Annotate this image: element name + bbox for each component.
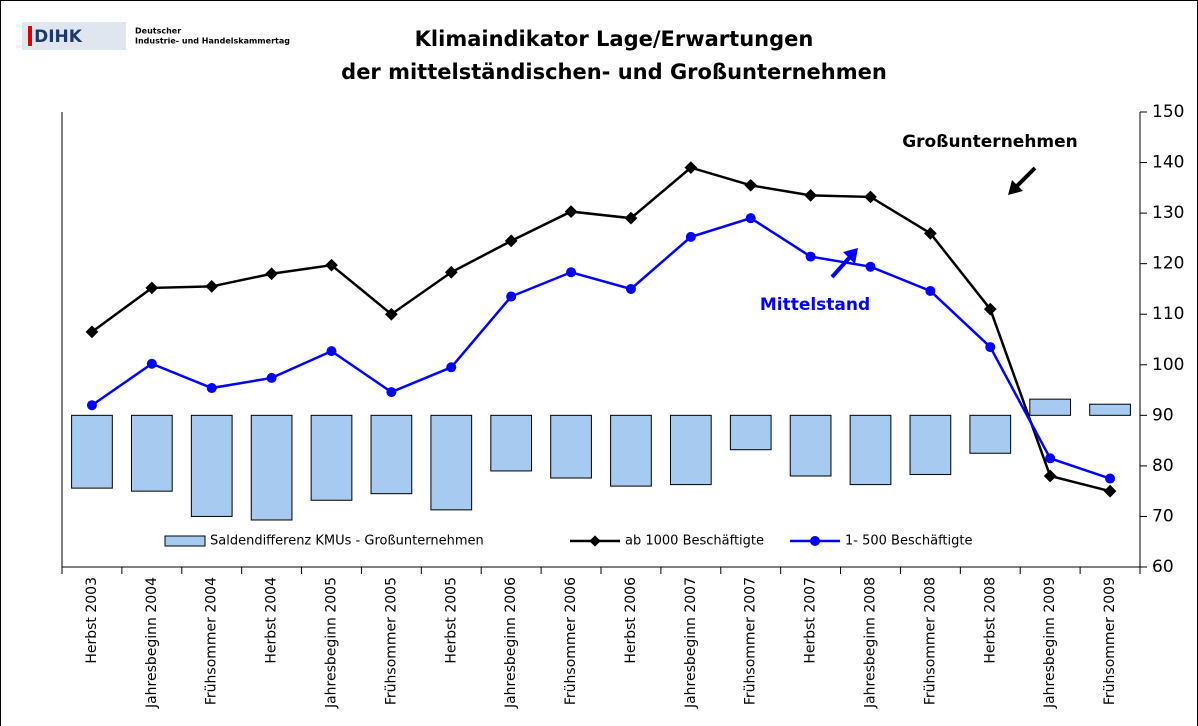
arrow: [830, 248, 858, 279]
marker: [745, 213, 756, 224]
marker: [1105, 473, 1116, 484]
marker: [146, 358, 157, 369]
x-tick-label: Herbst 2005: [443, 577, 459, 664]
chart-subtitle: der mittelständischen- und Großunternehm…: [341, 60, 887, 84]
bar: [310, 414, 353, 501]
y-tick-label: 70: [1152, 506, 1174, 526]
y-tick-label: 80: [1152, 456, 1174, 476]
x-tick-label: Jahresbeginn 2007: [683, 577, 699, 709]
bar: [729, 414, 772, 451]
marker: [145, 281, 159, 295]
marker: [85, 325, 99, 339]
marker: [805, 251, 816, 262]
y-tick-label: 140: [1152, 153, 1184, 173]
marker: [325, 258, 338, 272]
bar: [909, 414, 952, 475]
bar: [550, 414, 592, 479]
bar: [669, 414, 712, 486]
x-tick-label: Frühsommer 2007: [743, 577, 759, 705]
marker: [385, 307, 398, 321]
line: [91, 216, 1111, 480]
logo-line: Industrie- und Handelskammertag: [135, 37, 290, 46]
marker: [86, 400, 97, 411]
bar: [370, 414, 413, 495]
bar: [190, 414, 233, 517]
bar: [1089, 403, 1131, 416]
marker: [386, 387, 397, 398]
legend-marker: [810, 536, 820, 546]
legend-marker: [589, 535, 601, 547]
line: [91, 166, 1111, 493]
logo-line: Deutscher: [135, 27, 181, 36]
marker: [326, 346, 337, 357]
marker: [444, 265, 458, 279]
x-tick-label: Herbst 2008: [982, 577, 998, 664]
x-tick-label: Frühsommer 2006: [563, 577, 579, 705]
marker: [205, 280, 219, 293]
arrow: [1008, 166, 1037, 195]
x-tick-label: Frühsommer 2009: [1102, 577, 1118, 705]
marker: [865, 261, 876, 272]
bar: [789, 414, 832, 477]
bar: [1029, 398, 1072, 416]
marker: [985, 342, 996, 353]
x-tick-label: Jahresbeginn 2005: [324, 577, 340, 709]
marker: [206, 383, 217, 394]
marker: [566, 267, 577, 278]
annotation: Mittelstand: [760, 295, 870, 315]
marker: [925, 285, 936, 296]
legend-label: Saldendifferenz KMUs - Großunternehmen: [210, 534, 484, 549]
marker: [685, 231, 696, 242]
x-tick-label: Herbst 2006: [623, 577, 639, 664]
y-tick-label: 60: [1152, 557, 1174, 577]
marker: [504, 234, 518, 248]
bar: [610, 414, 652, 487]
legend-swatch: [164, 535, 206, 547]
y-tick-label: 110: [1152, 304, 1184, 324]
y-tick-label: 120: [1152, 254, 1184, 274]
x-tick-label: Herbst 2003: [84, 577, 100, 664]
bar: [250, 414, 293, 521]
legend-label: 1- 500 Beschäftigte: [845, 534, 973, 549]
chart-title: Klimaindikator Lage/Erwartungen: [415, 27, 814, 51]
x-tick-label: Frühsommer 2008: [922, 577, 938, 705]
logo-mark: DIHK: [34, 27, 83, 47]
marker: [1045, 453, 1056, 464]
marker: [266, 372, 277, 383]
y-tick-label: 130: [1152, 203, 1184, 223]
x-tick-label: Frühsommer 2005: [383, 577, 399, 705]
x-tick-label: Jahresbeginn 2004: [144, 577, 160, 709]
marker: [625, 283, 636, 294]
y-tick-label: 100: [1152, 355, 1184, 375]
bar: [430, 414, 473, 511]
x-tick-label: Herbst 2004: [264, 577, 280, 664]
x-tick-label: Jahresbeginn 2006: [503, 577, 519, 709]
bar: [71, 414, 113, 489]
marker: [446, 362, 457, 373]
x-tick-label: Frühsommer 2004: [204, 577, 220, 705]
bar: [130, 414, 173, 492]
bar: [969, 414, 1012, 454]
y-tick-label: 90: [1152, 405, 1174, 425]
marker: [265, 267, 278, 281]
logo-box: [22, 22, 126, 50]
bar: [849, 414, 892, 486]
y-tick-label: 150: [1152, 102, 1184, 122]
x-tick-label: Jahresbeginn 2009: [1042, 577, 1058, 709]
logo-accent: [28, 26, 32, 46]
bar: [490, 414, 533, 472]
marker: [506, 291, 517, 302]
x-tick-label: Jahresbeginn 2008: [863, 577, 879, 709]
x-tick-label: Herbst 2007: [803, 577, 819, 664]
annotation: Großunternehmen: [902, 132, 1078, 152]
legend-label: ab 1000 Beschäftigte: [625, 534, 764, 549]
